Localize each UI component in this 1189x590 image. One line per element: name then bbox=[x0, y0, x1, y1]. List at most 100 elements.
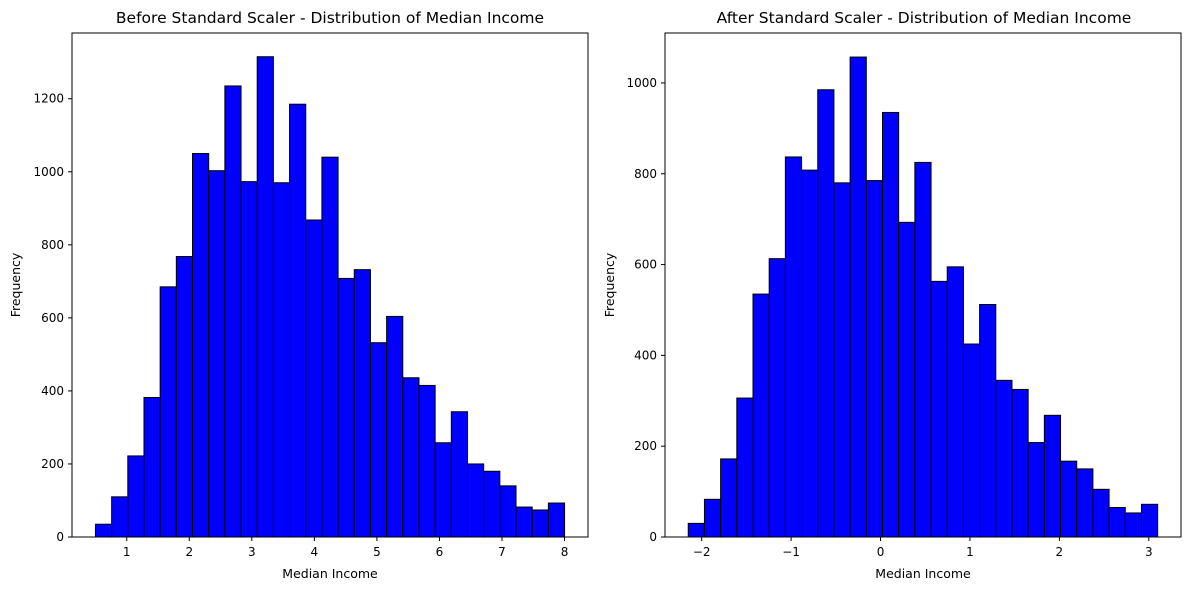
x-axis-label: Median Income bbox=[282, 566, 378, 581]
histogram-bar bbox=[784, 156, 803, 538]
histogram-bar bbox=[337, 277, 355, 538]
histogram-bar bbox=[817, 89, 835, 538]
x-ticks: −2 −1 0 1 2 3 bbox=[693, 537, 1153, 559]
histogram-bar bbox=[483, 470, 501, 538]
histogram-bar bbox=[687, 522, 705, 538]
histogram-bar bbox=[256, 56, 274, 538]
histogram-bar bbox=[450, 411, 468, 538]
histogram-bar bbox=[881, 111, 900, 538]
x-tick-label: 1 bbox=[966, 545, 974, 559]
histogram-bar bbox=[159, 286, 177, 538]
y-tick-label: 800 bbox=[634, 167, 657, 181]
x-tick-label: 5 bbox=[373, 545, 381, 559]
histogram-bar bbox=[143, 396, 161, 538]
histogram-bar bbox=[272, 182, 291, 538]
histogram-bar bbox=[1027, 442, 1045, 538]
y-ticks: 0 200 400 600 800 1000 bbox=[626, 76, 665, 544]
histogram-bar bbox=[499, 485, 517, 538]
y-tick-label: 600 bbox=[634, 258, 657, 272]
histogram-bar bbox=[849, 56, 867, 538]
histogram-bar bbox=[402, 377, 420, 538]
histogram-bar bbox=[289, 103, 307, 538]
histogram-bar bbox=[995, 379, 1013, 538]
histogram-bar bbox=[305, 219, 323, 538]
histogram-bar bbox=[768, 258, 786, 538]
histogram-bar bbox=[703, 498, 722, 538]
histogram-bar bbox=[111, 496, 129, 538]
histogram-bar bbox=[515, 506, 533, 538]
histogram-bar bbox=[1011, 388, 1029, 538]
x-tick-label: 4 bbox=[311, 545, 319, 559]
histogram-bar bbox=[1076, 468, 1094, 538]
bars bbox=[94, 56, 566, 538]
histogram-bar bbox=[1140, 503, 1159, 538]
histogram-bar bbox=[720, 458, 738, 538]
histogram-bar bbox=[547, 502, 566, 538]
x-tick-label: −2 bbox=[693, 545, 711, 559]
chart-title: After Standard Scaler - Distribution of … bbox=[717, 9, 1132, 27]
y-axis-label: Frequency bbox=[602, 252, 617, 317]
x-tick-label: 2 bbox=[1056, 545, 1064, 559]
histogram-bar bbox=[466, 463, 485, 538]
histogram-bar bbox=[386, 315, 404, 538]
y-tick-label: 400 bbox=[634, 348, 657, 362]
histogram-bar bbox=[979, 304, 997, 538]
y-tick-label: 0 bbox=[56, 530, 64, 544]
y-tick-label: 1000 bbox=[626, 76, 657, 90]
y-tick-label: 600 bbox=[41, 311, 64, 325]
histogram-bar bbox=[434, 442, 452, 538]
histogram-bar bbox=[946, 266, 964, 538]
bars bbox=[687, 56, 1159, 538]
histogram-bar bbox=[1108, 506, 1126, 538]
y-axis-label: Frequency bbox=[8, 252, 23, 317]
histogram-bar bbox=[962, 343, 981, 538]
histogram-bar bbox=[752, 293, 770, 538]
axes-frame bbox=[664, 32, 1182, 538]
x-tick-label: 2 bbox=[185, 545, 193, 559]
x-tick-label: 8 bbox=[561, 545, 569, 559]
histogram-bar bbox=[369, 342, 388, 538]
y-tick-label: 1000 bbox=[33, 165, 64, 179]
y-tick-label: 1200 bbox=[33, 92, 64, 106]
chart-title: Before Standard Scaler - Distribution of… bbox=[116, 9, 544, 27]
after-scaler-histogram: After Standard Scaler - Distribution of … bbox=[602, 9, 1182, 581]
y-tick-label: 0 bbox=[649, 530, 657, 544]
histogram-bar bbox=[1043, 414, 1062, 538]
x-tick-label: 3 bbox=[1145, 545, 1153, 559]
x-tick-label: 3 bbox=[248, 545, 256, 559]
histogram-bar bbox=[321, 156, 339, 538]
x-tick-label: 1 bbox=[123, 545, 131, 559]
histogram-bar bbox=[930, 280, 948, 538]
histogram-bar bbox=[192, 153, 210, 538]
histogram-bar bbox=[1124, 512, 1142, 538]
x-tick-label: 7 bbox=[498, 545, 506, 559]
histogram-bar bbox=[208, 170, 226, 538]
x-ticks: 1 2 3 4 5 6 7 8 bbox=[123, 537, 568, 559]
histogram-bar bbox=[1092, 488, 1110, 538]
histogram-bar bbox=[224, 85, 242, 538]
histogram-bar bbox=[833, 182, 851, 538]
histogram-bar bbox=[801, 169, 819, 538]
histogram-bar bbox=[353, 269, 371, 538]
x-tick-label: 6 bbox=[436, 545, 444, 559]
y-tick-label: 400 bbox=[41, 384, 64, 398]
histogram-bar bbox=[94, 523, 113, 538]
x-tick-label: −1 bbox=[782, 545, 800, 559]
y-tick-label: 800 bbox=[41, 238, 64, 252]
histogram-bar bbox=[898, 221, 916, 538]
y-tick-label: 200 bbox=[41, 457, 64, 471]
histogram-bar bbox=[736, 397, 754, 538]
histogram-bar bbox=[175, 256, 194, 538]
before-scaler-histogram: Before Standard Scaler - Distribution of… bbox=[8, 9, 589, 581]
axes-frame bbox=[71, 32, 589, 538]
x-axis-label: Median Income bbox=[875, 566, 971, 581]
histogram-bar bbox=[418, 384, 436, 538]
histogram-bar bbox=[914, 161, 932, 538]
y-ticks: 0 200 400 600 800 1000 1200 bbox=[33, 92, 72, 544]
x-tick-label: 0 bbox=[877, 545, 885, 559]
histogram-bar bbox=[531, 509, 549, 538]
histogram-bar bbox=[127, 455, 145, 538]
histogram-bar bbox=[1060, 460, 1078, 538]
y-tick-label: 200 bbox=[634, 439, 657, 453]
